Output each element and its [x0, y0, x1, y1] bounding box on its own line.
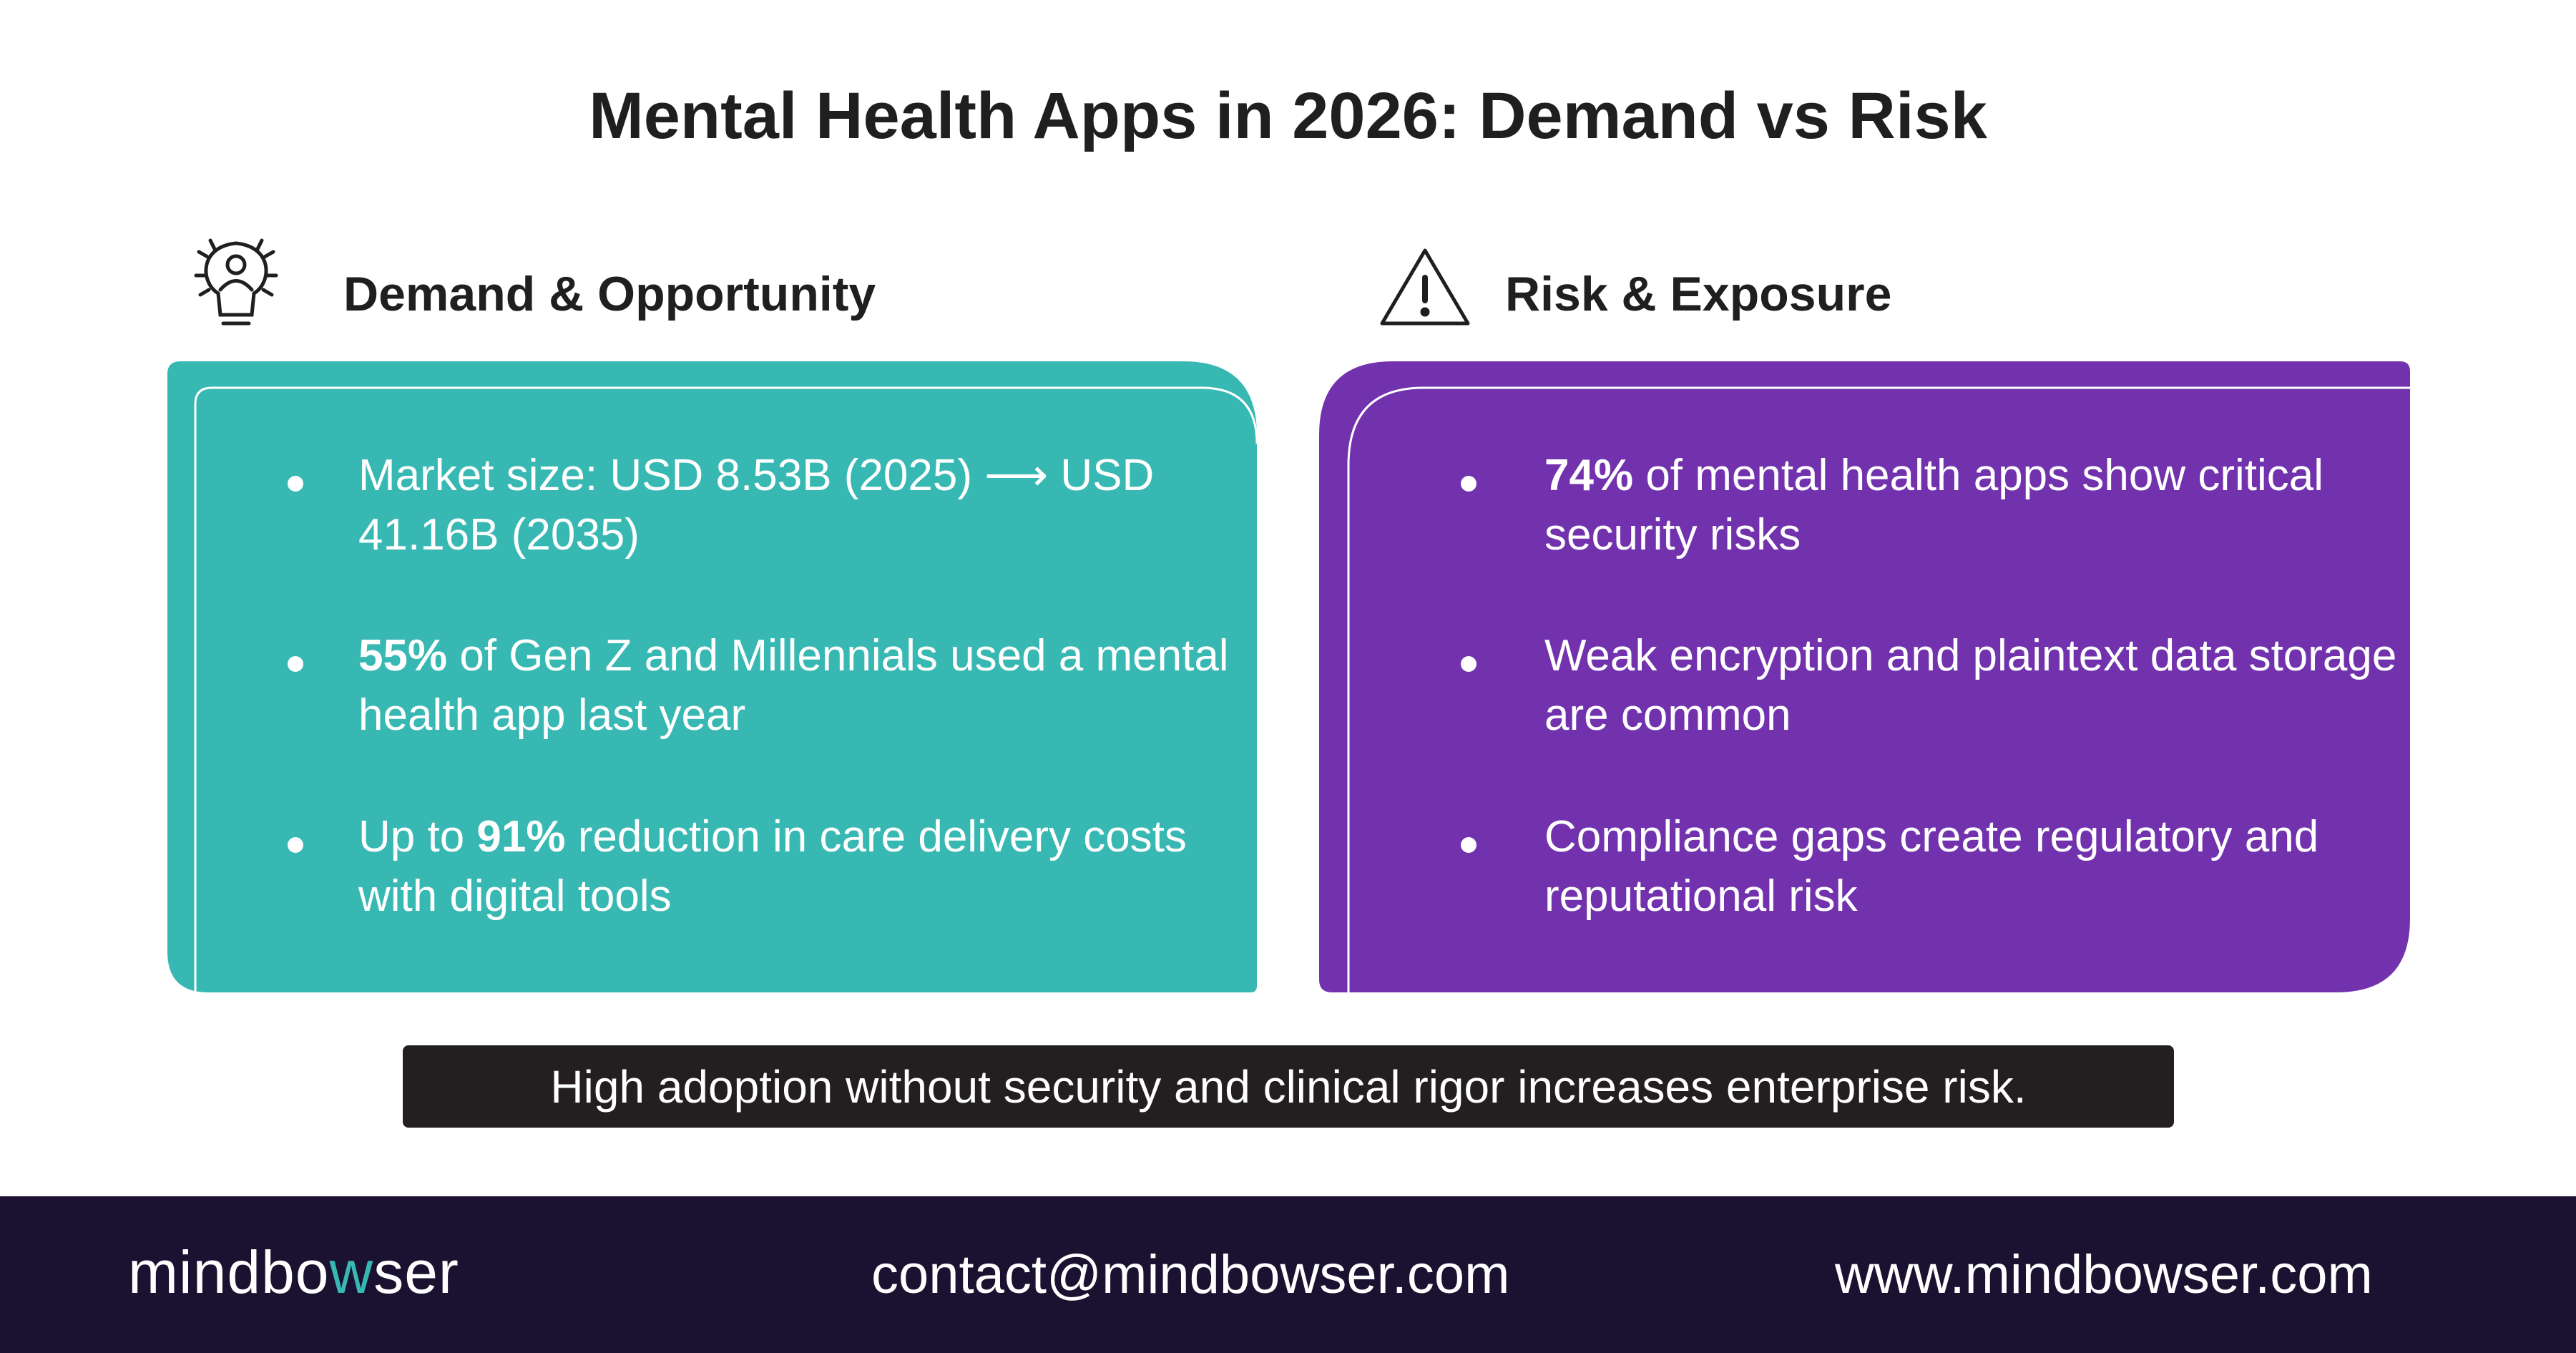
text-run: 91% [476, 812, 566, 861]
text-run: Market size: USD 8.53B (2025) ⟶ USD 41.1… [358, 451, 1155, 560]
logo[interactable]: mindbowser [128, 1238, 459, 1307]
bullet-dot [288, 656, 303, 672]
logo-part: mindbo [128, 1239, 330, 1306]
bullet-dot [1461, 837, 1476, 853]
warning-icon [1380, 248, 1470, 326]
bullet-dot [1461, 476, 1476, 492]
logo-part: w [329, 1239, 374, 1306]
text-run: Up to [358, 812, 477, 861]
bullet-text: 55% of Gen Z and Millennials used a ment… [358, 626, 1238, 745]
text-run: of mental health apps show critical secu… [1544, 451, 2324, 560]
text-run: Weak encryption and plaintext data stora… [1544, 631, 2397, 740]
title: Mental Health Apps in 2026: Demand vs Ri… [589, 79, 1987, 152]
risk-card [1319, 361, 2410, 992]
card-inner-line [1347, 386, 2410, 992]
text-run: reduction in care delivery costs with di… [358, 812, 1187, 921]
text-run: 55% [358, 631, 448, 680]
banner: High adoption without security and clini… [403, 1045, 2174, 1128]
footer [0, 1196, 2576, 1353]
demand-card [167, 361, 1257, 992]
bullet-text: Market size: USD 8.53B (2025) ⟶ USD 41.1… [358, 446, 1238, 565]
section-heading: Risk & Exposure [1505, 267, 1892, 321]
bullet-dot [1461, 656, 1476, 672]
website[interactable]: www.mindbowser.com [1835, 1244, 2373, 1305]
email[interactable]: contact@mindbowser.com [871, 1244, 1510, 1305]
section-heading: Demand & Opportunity [343, 267, 876, 321]
card-inner-line [194, 386, 1258, 992]
text-run: of Gen Z and Millennials used a mental h… [358, 631, 1229, 740]
bullet-text: Compliance gaps create regulatory and re… [1544, 807, 2424, 926]
graphics [167, 238, 2410, 992]
bullet-text: Up to 91% reduction in care delivery cos… [358, 807, 1238, 926]
bullet-dot [288, 476, 303, 492]
text-run: 74% [1544, 451, 1634, 500]
logo-part: ser [373, 1239, 459, 1306]
bullet-text: 74% of mental health apps show critical … [1544, 446, 2424, 565]
bullet-text: Weak encryption and plaintext data stora… [1544, 626, 2424, 745]
text-run: Compliance gaps create regulatory and re… [1544, 812, 2319, 921]
bulb-icon [194, 238, 278, 326]
bullet-dot [288, 837, 303, 853]
